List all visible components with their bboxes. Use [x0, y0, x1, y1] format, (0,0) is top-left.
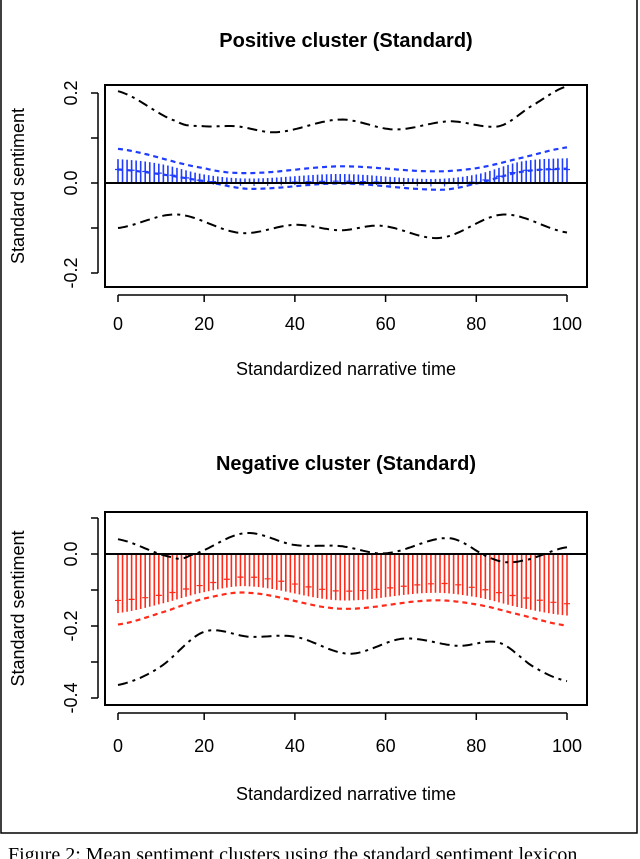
- median-marker: [482, 586, 489, 593]
- x-axis-label: Standardized narrative time: [236, 784, 456, 804]
- median-marker: [128, 596, 135, 603]
- median-marker: [550, 599, 557, 606]
- x-tick-label: 60: [376, 736, 396, 756]
- median-marker: [564, 600, 570, 607]
- y-tick-label: 0.2: [61, 80, 81, 105]
- y-axis-label: Standard sentiment: [8, 530, 28, 686]
- median-marker: [142, 594, 149, 601]
- median-marker: [468, 584, 475, 591]
- negative-cluster-plot: Negative cluster (Standard) 0.0 -0.2 -0.4 0 2…: [8, 453, 588, 804]
- inner-upper-band: [117, 146, 568, 175]
- median-marker: [237, 574, 244, 581]
- inner-lower-band: [117, 591, 568, 627]
- outer-lower-band: [117, 213, 568, 240]
- x-tick-label: 0: [113, 736, 123, 756]
- y-tick-label: -0.4: [61, 682, 81, 713]
- chart-title: Negative cluster (Standard): [216, 453, 476, 475]
- positive-cluster-plot: Positive cluster (Standard) -0.2 0.0 0.2 0 20…: [8, 30, 588, 379]
- median-marker: [400, 583, 407, 590]
- median-marker: [495, 589, 502, 596]
- median-marker: [455, 581, 462, 588]
- median-marker: [387, 584, 394, 591]
- median-marker: [251, 574, 258, 581]
- x-tick-label: 20: [194, 736, 214, 756]
- median-marker: [441, 580, 448, 587]
- median-marker: [427, 580, 434, 587]
- x-tick-label: 20: [194, 314, 214, 334]
- y-axis-label: Standard sentiment: [8, 108, 28, 264]
- x-tick-label: 60: [376, 314, 396, 334]
- y-tick-label: 0.0: [61, 170, 81, 195]
- figure-caption: Figure 2: Mean sentiment clusters using …: [8, 844, 577, 859]
- x-axis-label: Standardized narrative time: [236, 359, 456, 379]
- plot-box: [104, 511, 588, 706]
- plot-box: [104, 84, 588, 288]
- median-marker: [196, 582, 203, 589]
- median-marker: [278, 578, 285, 585]
- figure-frame: [0, 0, 638, 834]
- median-marker: [523, 594, 530, 601]
- outer-lower-band: [117, 629, 568, 686]
- median-marker: [115, 597, 121, 604]
- median-marker: [155, 592, 162, 599]
- outer-upper-band: [117, 85, 568, 134]
- median-marker: [346, 588, 353, 595]
- x-tick-label: 100: [552, 314, 582, 334]
- median-marker: [305, 583, 312, 590]
- median-marker: [183, 585, 190, 592]
- y-tick-label: 0.0: [61, 541, 81, 566]
- median-marker: [536, 597, 543, 604]
- median-marker: [373, 586, 380, 593]
- median-marker: [223, 576, 230, 583]
- median-marker: [414, 581, 421, 588]
- median-marker: [264, 575, 271, 582]
- x-tick-label: 80: [466, 736, 486, 756]
- median-marker: [332, 587, 339, 594]
- chart-title: Positive cluster (Standard): [219, 30, 472, 52]
- y-tick-label: -0.2: [61, 257, 81, 288]
- median-marker: [169, 589, 176, 596]
- x-tick-label: 100: [552, 736, 582, 756]
- y-tick-label: -0.2: [61, 610, 81, 641]
- median-marker: [359, 587, 366, 594]
- median-marker: [509, 592, 516, 599]
- median-marker: [210, 579, 217, 586]
- x-tick-label: 40: [285, 314, 305, 334]
- x-tick-label: 40: [285, 736, 305, 756]
- x-tick-label: 0: [113, 314, 123, 334]
- x-tick-label: 80: [466, 314, 486, 334]
- median-marker: [291, 581, 298, 588]
- median-marker: [495, 173, 502, 180]
- median-marker: [319, 586, 326, 593]
